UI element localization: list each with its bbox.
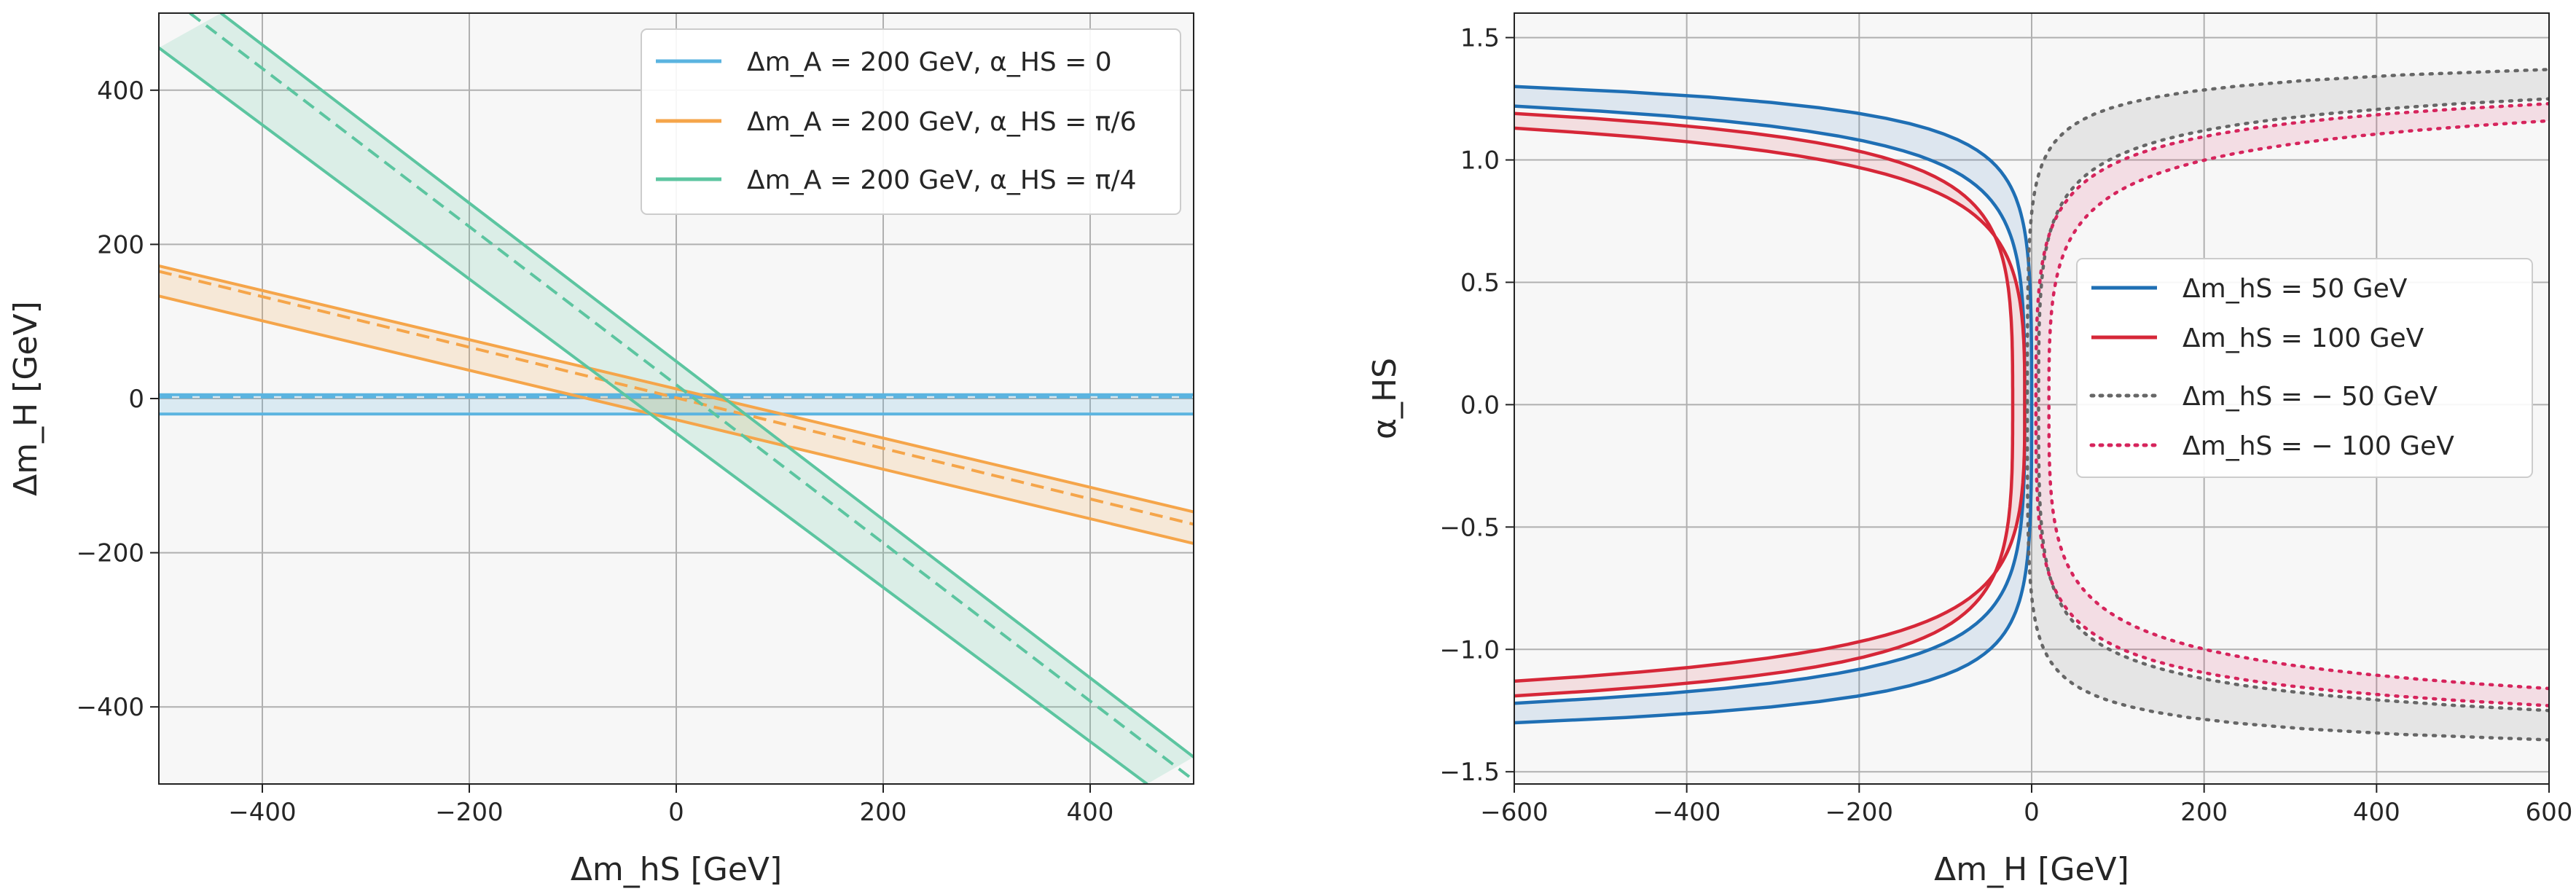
right-inner-line-3: [2047, 119, 2549, 691]
right-x-axis-label: Δm_H [GeV]: [1934, 851, 2129, 888]
right-chart: −600 −400 −200 0 200 400 600 −1.5 −1.0 −0.5 0.0 0.5…: [1366, 12, 2572, 888]
right-y-tick-label: −1.0: [1439, 635, 1500, 664]
right-band-2: [2027, 69, 2549, 740]
right-bands: [1514, 69, 2549, 740]
right-y-tick-label: 0.5: [1460, 268, 1500, 297]
left-band-upper-line-1: [159, 264, 1194, 514]
right-outer-line-2: [2025, 68, 2549, 742]
left-legend-label-2: Δm_A = 200 GeV, α_HS = π/4: [747, 165, 1137, 195]
left-legend-box: [641, 28, 1181, 215]
right-y-tick-label: 0.0: [1460, 391, 1500, 420]
left-x-tick-label: 0: [668, 798, 684, 827]
left-y-tick-label: −400: [77, 693, 144, 722]
right-outer-line-0: [1514, 85, 2034, 725]
right-legend-label-2: Δm_hS = − 50 GeV: [2182, 382, 2438, 412]
left-x-tick-label: 400: [1067, 798, 1114, 827]
left-y-tick-label: 400: [97, 77, 144, 106]
left-legend-label-0: Δm_A = 200 GeV, α_HS = 0: [747, 47, 1112, 77]
left-y-axis-label: Δm_H [GeV]: [7, 301, 44, 496]
left-central-line-1: [159, 270, 1194, 526]
right-outer-line-1: [1514, 111, 2015, 698]
right-x-tick-label: 200: [2180, 798, 2228, 827]
left-band-lower-line-2: [159, 46, 1148, 784]
right-legend-label-1: Δm_hS = 100 GeV: [2182, 324, 2424, 353]
right-x-tick-label: 0: [2024, 798, 2040, 827]
left-x-tick-label: −200: [435, 798, 503, 827]
right-x-tick-label: −400: [1653, 798, 1720, 827]
left-y-tick-label: 0: [128, 385, 144, 414]
left-band-lower-line-1: [159, 294, 1194, 545]
right-x-tick-label: 400: [2353, 798, 2400, 827]
left-legend: Δm_A = 200 GeV, α_HS = 0 Δm_A = 200 GeV,…: [641, 28, 1181, 215]
right-series-lines: [1514, 68, 2549, 742]
right-outer-line-3: [2034, 102, 2549, 707]
right-y-tick-label: −1.5: [1439, 758, 1500, 787]
right-x-tick-label: −200: [1825, 798, 1893, 827]
right-legend: Δm_hS = 50 GeV Δm_hS = 100 GeV Δm_hS = −…: [2076, 258, 2533, 478]
left-central-line-2: [189, 13, 1194, 782]
right-x-tick-label: 600: [2526, 798, 2573, 827]
right-inner-line-1: [1514, 126, 2027, 683]
left-band-upper-line-2: [219, 13, 1194, 758]
left-chart: −400 −200 0 200 400 −400 −200 0 200 400 Δm_hS [Ge…: [7, 12, 1194, 888]
right-y-tick-label: 1.5: [1460, 24, 1500, 53]
left-x-tick-label: −400: [228, 798, 296, 827]
right-legend-label-3: Δm_hS = − 100 GeV: [2182, 431, 2454, 461]
left-ticks: −400 −200 0 200 400 −400 −200 0 200 400: [77, 77, 1114, 827]
left-band-0: [159, 394, 1194, 415]
right-legend-box: [2076, 258, 2533, 478]
left-y-tick-label: −200: [77, 539, 144, 568]
left-series-lines: [159, 13, 1194, 784]
right-legend-label-0: Δm_hS = 50 GeV: [2182, 274, 2408, 304]
left-x-tick-label: 200: [860, 798, 907, 827]
right-ticks: −600 −400 −200 0 200 400 600 −1.5 −1.0 −0.5 0.0 0.5…: [1439, 24, 2572, 827]
right-x-tick-label: −600: [1480, 798, 1548, 827]
right-y-tick-label: 1.0: [1460, 146, 1500, 176]
left-x-axis-label: Δm_hS [GeV]: [571, 851, 782, 888]
left-legend-label-1: Δm_A = 200 GeV, α_HS = π/6: [747, 107, 1137, 137]
left-y-tick-label: 200: [97, 230, 144, 259]
right-y-tick-label: −0.5: [1439, 513, 1500, 542]
right-y-axis-label: α_HS: [1366, 358, 1404, 439]
